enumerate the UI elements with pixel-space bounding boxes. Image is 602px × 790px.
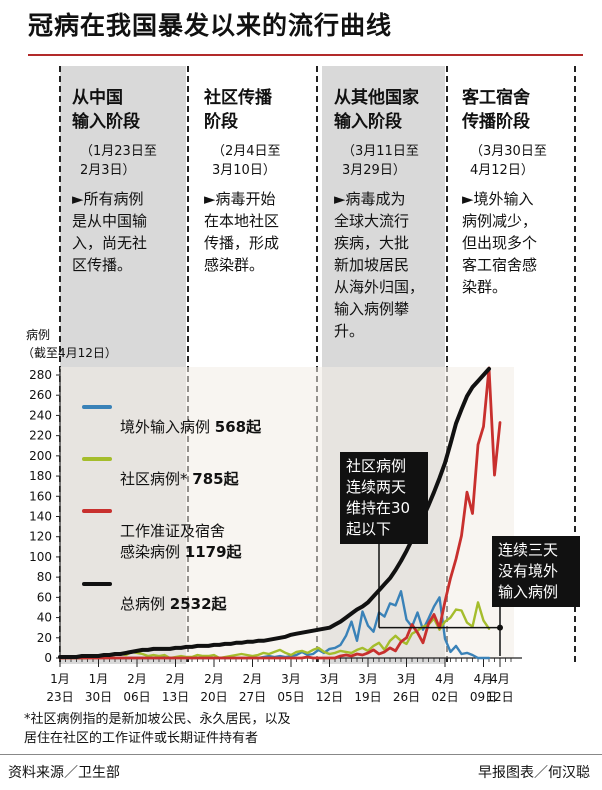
x-tick-date: 30日: [85, 690, 112, 704]
phase-date: （3月30日至 4月12日）: [470, 144, 547, 178]
y-tick-label: 260: [29, 388, 52, 402]
x-tick-date: 27日: [239, 690, 266, 704]
phase-date: （1月23日至 2月3日）: [80, 144, 157, 178]
graphic-credit: 早报图表／何汉聪: [478, 765, 590, 781]
phase-divider: [59, 66, 61, 662]
plot-background: [60, 367, 514, 658]
x-tick-date: 19日: [354, 690, 381, 704]
legend-swatch: [82, 509, 112, 513]
bottom-rule: [0, 754, 602, 755]
phase-title: 客工宿舍 传播阶段: [462, 88, 530, 132]
legend-count: 2532起: [169, 595, 227, 613]
x-tick-month: 1月: [89, 672, 109, 686]
legend-label: 境外输入病例: [120, 418, 215, 436]
y-axis-unit: 病例: [26, 328, 51, 342]
x-tick-date: 20日: [200, 690, 227, 704]
x-tick-date: 02日: [431, 690, 458, 704]
x-tick-date: 05日: [277, 690, 304, 704]
legend-item-community: 社区病例* 785起: [82, 448, 282, 490]
legend-swatch: [82, 405, 112, 409]
legend-item-imported: 境外输入病例 568起: [82, 396, 282, 438]
legend-swatch: [82, 582, 112, 586]
chart-legend: 境外输入病例 568起 社区病例* 785起 工作准证及宿舍 感染病例 1179…: [82, 396, 282, 625]
chart-title: 冠病在我国暴发以来的流行曲线: [28, 11, 393, 40]
phase-4: 客工宿舍 传播阶段 （3月30日至 4月12日） ►境外输入 病例减少， 但出现…: [462, 86, 580, 298]
phase-1: 从中国 输入阶段 （1月23日至 2月3日） ►所有病例 是从中国输 入，尚无社…: [72, 86, 190, 276]
x-tick-month: 4月: [474, 672, 494, 686]
legend-label: 社区病例*: [120, 470, 193, 488]
phase-divider: [574, 66, 576, 662]
phase-date: （3月11日至 3月29日）: [342, 144, 419, 178]
x-tick-month: 4月: [435, 672, 455, 686]
phase-divider: [187, 66, 189, 662]
x-tick-date: 13日: [162, 690, 189, 704]
x-tick-month: 2月: [166, 672, 186, 686]
x-tick-month: 3月: [397, 672, 417, 686]
x-tick-date: 12日: [316, 690, 343, 704]
legend-item-dormitory: 工作准证及宿舍 感染病例 1179起: [82, 500, 282, 563]
phase-divider: [316, 66, 318, 662]
y-tick-label: 240: [29, 408, 52, 422]
y-tick-label: 280: [29, 368, 52, 382]
footnote: *社区病例指的是新加坡公民、永久居民，以及 居住在社区的工作证件或长期证件持有者: [24, 712, 291, 746]
phase-2: 社区传播 阶段 （2月4日至 3月10日） ►病毒开始 在本地社区 传播，形成 …: [204, 86, 322, 276]
legend-label: 工作准证及宿舍 感染病例: [120, 522, 226, 561]
x-tick-month: 2月: [127, 672, 147, 686]
phase-title: 从其他国家 输入阶段: [334, 88, 419, 132]
x-tick-month: 3月: [358, 672, 378, 686]
phase-3: 从其他国家 输入阶段 （3月11日至 3月29日） ►病毒成为 全球大流行 疾病…: [334, 86, 452, 342]
callout-no-imported-cases: 连续三天 没有境外 输入病例: [492, 536, 580, 607]
phase-description: ►境外输入 病例减少， 但出现多个 客工宿舍感 染群。: [462, 190, 538, 296]
y-axis-note: （截至4月12日）: [22, 346, 117, 360]
phase-date: （2月4日至 3月10日）: [212, 144, 281, 178]
x-tick-month: 1月: [50, 672, 70, 686]
phase-description: ►病毒开始 在本地社区 传播，形成 感染群。: [204, 190, 280, 274]
phase-divider: [446, 66, 448, 662]
phase-description: ►病毒成为 全球大流行 疾病，大批 新加坡居民 从海外归国， 输入病例攀 升。: [334, 190, 425, 340]
callout-community-cases: 社区病例 连续两天 维持在30 起以下: [340, 452, 428, 544]
x-tick-month: 2月: [204, 672, 224, 686]
legend-count: 1179起: [184, 543, 242, 561]
x-tick-month: 3月: [320, 672, 340, 686]
phase-title: 社区传播 阶段: [204, 88, 272, 132]
x-tick-month: 4月: [490, 672, 510, 686]
y-tick-label: 140: [29, 510, 52, 524]
legend-swatch: [82, 457, 112, 461]
x-tick-date: 09日: [470, 690, 497, 704]
legend-item-total: 总病例 2532起: [82, 573, 282, 615]
y-tick-label: 220: [29, 429, 52, 443]
x-tick-date: 23日: [46, 690, 73, 704]
x-tick-month: 2月: [243, 672, 263, 686]
y-tick-label: 180: [29, 469, 52, 483]
series-line-dormitory: [58, 366, 502, 660]
title-rule: [28, 54, 583, 56]
y-tick-label: 160: [29, 489, 52, 503]
x-tick-date: 12日: [486, 690, 513, 704]
phase-description: ►所有病例 是从中国输 入，尚无社 区传播。: [72, 190, 148, 274]
x-tick-date: 26日: [393, 690, 420, 704]
y-tick-label: 40: [37, 611, 52, 625]
legend-count: 785起: [192, 470, 239, 488]
y-tick-label: 0: [44, 651, 52, 665]
y-tick-label: 100: [29, 550, 52, 564]
y-tick-label: 120: [29, 530, 52, 544]
y-tick-label: 60: [37, 590, 52, 604]
source-credit: 资料来源／卫生部: [8, 765, 120, 781]
legend-count: 568起: [214, 418, 262, 436]
y-tick-label: 80: [37, 570, 52, 584]
x-tick-date: 06日: [123, 690, 150, 704]
legend-label: 总病例: [120, 595, 170, 613]
y-tick-label: 20: [37, 631, 52, 645]
y-tick-label: 200: [29, 449, 52, 463]
x-tick-month: 3月: [281, 672, 301, 686]
phase-title: 从中国 输入阶段: [72, 88, 140, 132]
